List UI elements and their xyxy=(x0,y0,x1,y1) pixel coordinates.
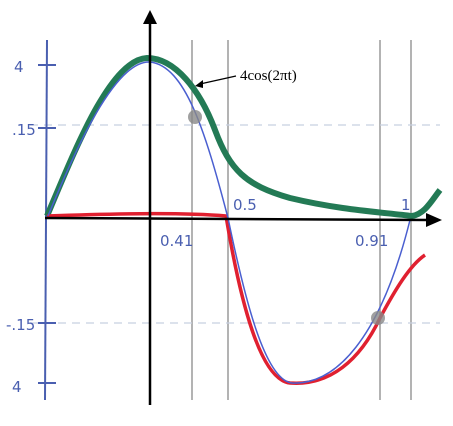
annotation: 4cos(2πt) xyxy=(240,68,297,84)
y-label: .15 xyxy=(12,121,36,139)
annotation-arrowhead xyxy=(195,80,203,88)
dot xyxy=(371,311,385,325)
x-label: 0.91 xyxy=(355,232,388,250)
y-arrow xyxy=(143,10,157,24)
blue-axis xyxy=(44,39,48,401)
y-label: 4 xyxy=(14,58,24,76)
x-label: 1 xyxy=(401,196,411,214)
x-axis xyxy=(44,216,431,222)
y-label: -.15 xyxy=(6,316,35,334)
green-curve xyxy=(44,54,443,220)
blue-ticks xyxy=(38,64,56,384)
x-label: 0.5 xyxy=(233,196,257,214)
dot xyxy=(188,110,202,124)
x-arrow xyxy=(426,213,442,227)
annotation-arrow xyxy=(199,75,237,85)
y-label: 4 xyxy=(12,378,22,396)
x-label: 0.41 xyxy=(160,232,193,250)
